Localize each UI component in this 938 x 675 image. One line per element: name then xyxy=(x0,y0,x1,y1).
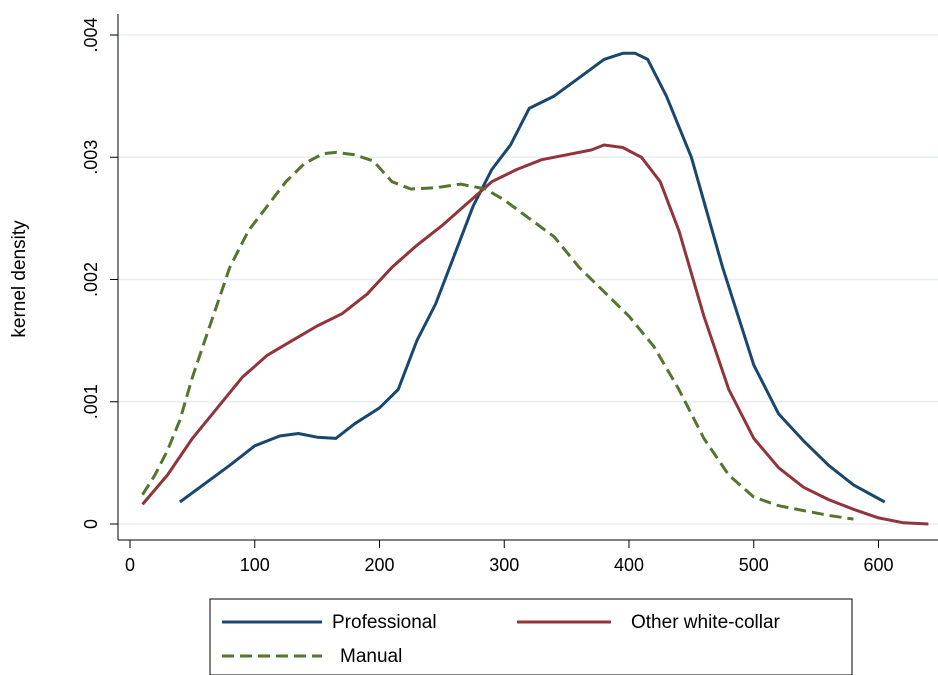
series-line-professional xyxy=(179,51,886,504)
gridlines xyxy=(118,34,938,525)
x-tick-label: 0 xyxy=(125,555,135,575)
x-tick-label: 200 xyxy=(364,555,394,575)
legend-label-manual: Manual xyxy=(340,646,402,667)
series-lines xyxy=(141,51,929,526)
legend-label-other-white-collar: Other white-collar xyxy=(631,612,781,633)
x-tick-label: 500 xyxy=(739,555,769,575)
x-tick-label: 600 xyxy=(863,555,893,575)
y-tick-label: 0 xyxy=(81,519,101,529)
y-tick-label: .001 xyxy=(81,384,101,419)
x-tick-label: 300 xyxy=(489,555,519,575)
y-tick-label: .004 xyxy=(81,17,101,52)
y-tick-label: .003 xyxy=(81,140,101,175)
legend-label-professional: Professional xyxy=(332,612,437,633)
series-line-other-white-collar xyxy=(141,143,929,526)
x-tick-label: 400 xyxy=(614,555,644,575)
y-axis-title: kernel density xyxy=(9,220,30,338)
legend: Professional Other white-collar Manual xyxy=(209,598,853,675)
series-line-manual xyxy=(141,150,854,521)
axes: 0 .001 .002 .003 .004 0 100 200 300 400 500 600 xyxy=(81,14,938,575)
y-tick-label: .002 xyxy=(81,262,101,297)
legend-box xyxy=(209,598,853,675)
x-tick-label: 100 xyxy=(240,555,270,575)
